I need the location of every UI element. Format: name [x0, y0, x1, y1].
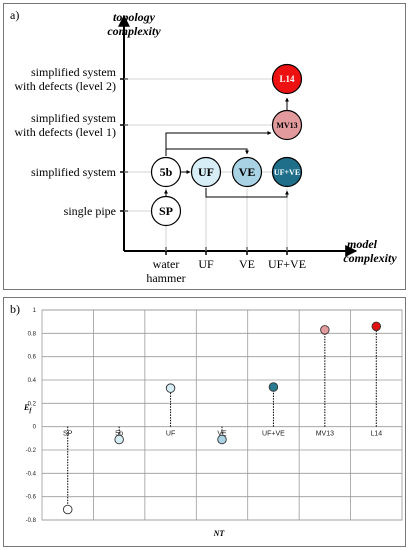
panel-b-label: b)	[10, 302, 20, 316]
point-uf-ve	[268, 382, 279, 392]
svg-text:SP: SP	[159, 204, 173, 218]
panel-a-label: a)	[10, 8, 20, 22]
x-tick-label: VE	[217, 431, 227, 438]
level-label: simplified system	[31, 65, 117, 79]
svg-text:VE: VE	[239, 165, 256, 179]
chart-grid	[41, 309, 403, 521]
ef-scatter-chart: 1 0.8 0.6 0.4 0.2 0 -0.2 -0.4 -0.6 -0.8 SP 5b UF VE U…	[23, 308, 403, 538]
point-ve	[217, 434, 227, 445]
node-l14: L14	[271, 63, 303, 95]
chart-marks: SP 5b UF VE UF+VE MV13 L14	[62, 321, 382, 515]
complexity-diagram: topology complexity model complexity sin…	[14, 10, 397, 285]
x-tick-label: L14	[370, 431, 382, 438]
svg-text:MV13: MV13	[276, 121, 297, 130]
y-tick-label: -0.2	[26, 448, 37, 454]
point-sp	[62, 504, 73, 515]
point-mv13	[320, 325, 330, 335]
y-tick-label: -0.4	[26, 471, 37, 477]
y-axis-title-line1: topology	[113, 10, 156, 24]
y-axis-title-line2: complexity	[107, 24, 161, 38]
y-tick-label: 0.4	[28, 378, 37, 384]
level-label: with defects (level 2)	[14, 79, 116, 93]
y-tick-label: 0.6	[28, 355, 37, 361]
connectors	[164, 97, 289, 198]
point-uf	[165, 383, 176, 393]
y-tick-label: 0	[33, 425, 37, 431]
x-tick-label: UF	[166, 431, 175, 438]
model-label: hammer	[146, 271, 185, 285]
x-axis-label: NT	[213, 529, 226, 538]
y-tick-labels: 1 0.8 0.6 0.4 0.2 0 -0.2 -0.4 -0.6 -0.8	[26, 308, 37, 524]
svg-text:UF+VE: UF+VE	[274, 168, 300, 177]
x-axis-title-line1: model	[347, 237, 378, 251]
panel-a-diagram: a) topology complexity model complexity …	[3, 3, 406, 290]
x-tick-label: 5b	[115, 431, 123, 438]
model-label: VE	[239, 257, 255, 271]
node-ve: VE	[231, 156, 263, 188]
svg-text:UF: UF	[198, 165, 214, 179]
panel-b-chart: b) 1 0.8 0.6 0.4 0.2 0 -0.2 -0.4 -0.6 -0.8 SP 5b UF…	[3, 297, 406, 547]
svg-text:5b: 5b	[160, 165, 173, 179]
model-label: UF	[198, 257, 214, 271]
point-l14	[371, 321, 382, 332]
level-label: single pipe	[64, 204, 116, 218]
y-tick-label: 0.2	[28, 401, 37, 407]
x-tick-label: UF+VE	[262, 431, 285, 438]
level-label: simplified system	[31, 111, 117, 125]
y-axis-label: Ef	[23, 403, 32, 414]
y-tick-label: 1	[33, 308, 37, 314]
x-tick-label: SP	[63, 431, 73, 438]
x-axis-title-line2: complexity	[343, 251, 397, 265]
x-tick-label: MV13	[316, 431, 334, 438]
node-uf: UF	[190, 156, 222, 188]
level-label: with defects (level 1)	[14, 125, 116, 139]
model-label: UF+VE	[268, 257, 306, 271]
point-5b	[114, 434, 124, 445]
y-tick-label: -0.6	[26, 495, 37, 501]
svg-text:L14: L14	[279, 74, 295, 84]
node-mv13: MV13	[271, 109, 303, 141]
node-sp: SP	[150, 195, 182, 227]
level-label: simplified system	[31, 165, 117, 179]
model-label: water	[153, 257, 180, 271]
node-uf-ve: UF+VE	[271, 156, 303, 188]
node-5b: 5b	[150, 156, 182, 188]
y-tick-label: 0.8	[28, 331, 37, 337]
y-tick-label: -0.8	[26, 518, 37, 524]
